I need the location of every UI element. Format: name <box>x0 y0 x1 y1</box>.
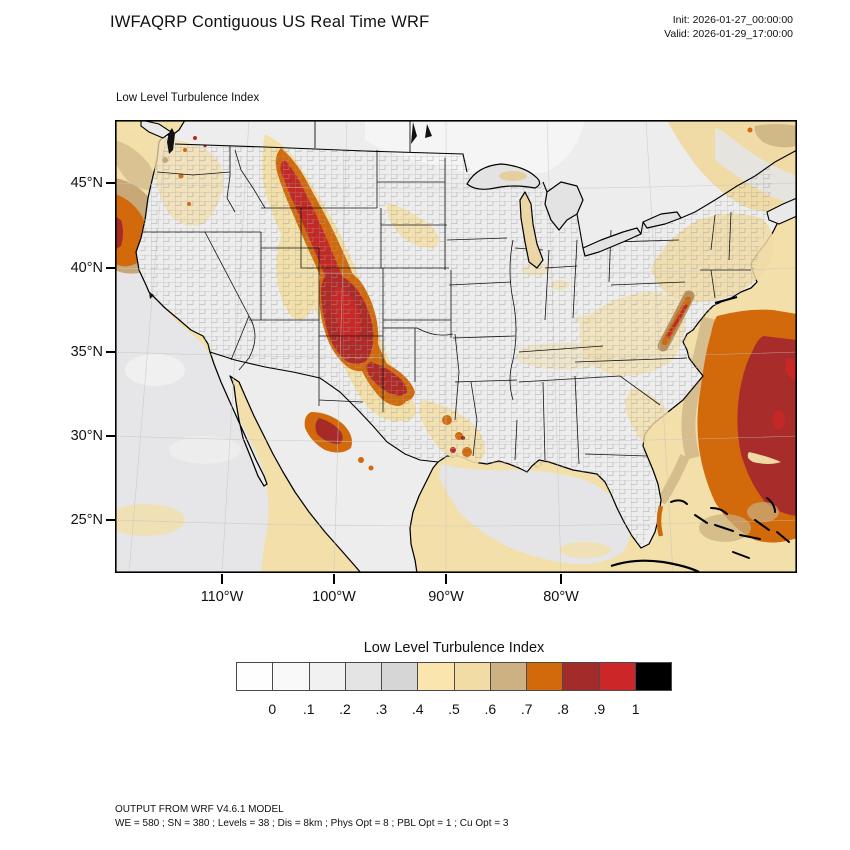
lat-tick-mark <box>106 519 115 521</box>
colorbar-title: Low Level Turbulence Index <box>363 640 545 656</box>
colorbar-tick-label: .5 <box>448 701 460 717</box>
nova-scotia <box>766 197 797 225</box>
province-lines <box>314 120 411 152</box>
colorbar-cell <box>489 662 527 691</box>
model-version-line: OUTPUT FROM WRF V4.6.1 MODEL <box>115 804 284 815</box>
lat-tick-mark <box>106 435 115 437</box>
lon-tick-label: 80°W <box>543 589 579 605</box>
colorbar-tick-label: .4 <box>411 701 424 717</box>
map-figure <box>115 120 797 573</box>
lon-tick-mark <box>560 574 562 584</box>
us-map-canvas <box>115 120 797 573</box>
colorbar <box>236 662 672 691</box>
lon-tick-label: 110°W <box>200 589 244 605</box>
lat-tick-label: 45°N <box>70 175 103 191</box>
model-config-note: OUTPUT FROM WRF V4.6.1 MODEL WE = 580 ; … <box>115 803 508 830</box>
lat-tick-label: 25°N <box>70 512 103 528</box>
model-settings-line: WE = 580 ; SN = 380 ; Levels = 38 ; Dis … <box>115 817 509 829</box>
mexico-border <box>209 351 439 463</box>
colorbar-tick-label: .3 <box>375 701 388 717</box>
lat-tick-mark <box>106 267 115 269</box>
colorbar-tick-labels: 0 .1 .2 .3 .4 .5 .6 .7 .8 .9 1 <box>236 701 672 719</box>
colorbar-tick-label: .6 <box>484 701 497 717</box>
colorbar-tick-label: .7 <box>520 701 533 717</box>
lon-tick-mark <box>333 574 335 584</box>
colorbar-cell <box>272 662 310 691</box>
colorbar-cell <box>308 662 346 691</box>
bahamas-islands <box>670 497 790 559</box>
long-island <box>714 296 738 304</box>
sf-bay <box>149 292 154 299</box>
colorbar-tick-label: .8 <box>557 701 569 717</box>
colorbar-cell <box>381 662 419 691</box>
colorbar-cell <box>417 662 455 691</box>
colorbar-tick-label: 0 <box>268 701 277 717</box>
colorbar-cell <box>236 662 274 691</box>
lat-tick-label: 35°N <box>70 344 103 360</box>
colorbar-tick-label: .9 <box>593 701 606 717</box>
colorbar-cell <box>634 662 672 691</box>
lat-tick-mark <box>106 351 115 353</box>
map-field-label: Low Level Turbulence Index <box>116 92 260 104</box>
colorbar-tick-label: .1 <box>302 701 315 717</box>
valid-time-label: Valid: 2026-01-29_17:00:00 <box>664 28 793 40</box>
colorbar-cell <box>598 662 636 691</box>
page-title: IWFAQRP Contiguous US Real Time WRF <box>110 13 430 31</box>
lon-tick-mark <box>445 574 447 584</box>
vancouver-island <box>140 120 172 139</box>
canada-border <box>174 143 797 249</box>
model-run-times: Init: 2026-01-27_00:00:00 Valid: 2026-01… <box>664 13 793 41</box>
colorbar-cell <box>344 662 382 691</box>
lat-tick-label: 40°N <box>70 260 103 276</box>
lon-tick-mark <box>221 574 223 584</box>
lon-tick-label: 100°W <box>312 589 356 605</box>
puget-sound <box>167 128 175 154</box>
colorbar-tick-label: .2 <box>339 701 351 717</box>
colorbar-cell <box>453 662 491 691</box>
lat-tick-label: 30°N <box>70 428 103 444</box>
map-border <box>115 120 797 573</box>
colorbar-tick-label: 1 <box>631 701 640 717</box>
cuba-coast <box>610 559 700 573</box>
florida-offshore-streak <box>656 505 664 537</box>
lat-tick-mark <box>106 182 115 184</box>
lon-tick-label: 90°W <box>428 589 464 605</box>
colorbar-cell <box>526 662 564 691</box>
init-time-label: Init: 2026-01-27_00:00:00 <box>672 14 793 26</box>
colorbar-cell <box>562 662 600 691</box>
